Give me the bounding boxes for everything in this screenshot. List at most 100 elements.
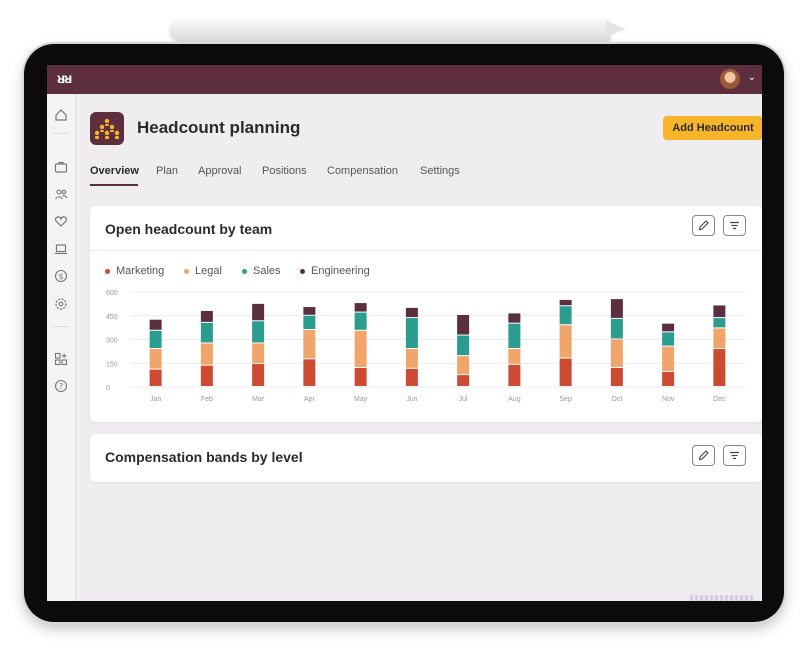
bar-segment-marketing[interactable]	[610, 368, 623, 386]
legend-dot	[242, 268, 247, 274]
headcount-icon	[90, 112, 124, 145]
bar-segment-engineering[interactable]	[508, 313, 521, 323]
main-content: Headcount planning Add Headcount Overvie…	[76, 94, 762, 601]
svg-text:$: $	[58, 272, 63, 281]
laptop-icon[interactable]	[52, 240, 70, 258]
x-tick-label: Oct	[611, 396, 622, 403]
legend-dot	[300, 268, 305, 274]
tab-plan[interactable]: Plan	[156, 165, 179, 177]
bar-segment-engineering[interactable]	[559, 299, 572, 306]
x-tick-label: May	[354, 396, 368, 403]
bar-segment-sales[interactable]	[713, 318, 726, 328]
bar-segment-legal[interactable]	[662, 346, 675, 371]
bar-segment-engineering[interactable]	[303, 307, 316, 315]
bar-segment-engineering[interactable]	[713, 305, 726, 318]
bar-segment-sales[interactable]	[303, 315, 316, 329]
bar-segment-marketing[interactable]	[405, 368, 418, 386]
y-tick-label: 450	[106, 314, 118, 321]
bar-segment-legal[interactable]	[457, 356, 470, 375]
bar-segment-marketing[interactable]	[457, 375, 470, 386]
tab-overview[interactable]: Overview	[90, 165, 139, 177]
bar-segment-marketing[interactable]	[662, 371, 675, 386]
edit-button[interactable]	[692, 215, 715, 236]
bar-segment-legal[interactable]	[252, 343, 265, 364]
card-title: Compensation bands by level	[105, 449, 303, 465]
user-avatar[interactable]	[720, 69, 740, 89]
y-tick-label: 300	[106, 338, 118, 345]
bar-segment-sales[interactable]	[610, 318, 623, 339]
briefcase-icon[interactable]	[52, 158, 70, 176]
bar-segment-engineering[interactable]	[200, 311, 213, 322]
bar-segment-engineering[interactable]	[662, 323, 675, 332]
dollar-icon[interactable]: $	[52, 267, 70, 285]
people-icon[interactable]	[52, 185, 70, 203]
bar-segment-sales[interactable]	[149, 330, 162, 348]
app-screen: ᴚᴚ ⌄ $	[47, 65, 762, 601]
bar-segment-sales[interactable]	[508, 323, 521, 348]
bar-segment-legal[interactable]	[508, 349, 521, 364]
bar-segment-legal[interactable]	[713, 328, 726, 348]
heart-icon[interactable]	[52, 212, 70, 230]
watermark	[690, 595, 754, 601]
bar-segment-engineering[interactable]	[252, 303, 265, 321]
bar-segment-engineering[interactable]	[354, 303, 367, 312]
bar-segment-legal[interactable]	[149, 349, 162, 369]
legend-label: Marketing	[116, 265, 165, 277]
page-title: Headcount planning	[137, 118, 301, 137]
bar-segment-sales[interactable]	[405, 318, 418, 348]
bar-segment-marketing[interactable]	[252, 364, 265, 386]
top-bar: ᴚᴚ ⌄	[47, 65, 762, 94]
chevron-down-icon[interactable]: ⌄	[747, 72, 756, 83]
settings-icon[interactable]	[52, 295, 70, 313]
bar-segment-legal[interactable]	[610, 339, 623, 368]
legend-label: Engineering	[311, 265, 370, 277]
bar-segment-marketing[interactable]	[200, 365, 213, 386]
card-title: Open headcount by team	[105, 221, 273, 237]
legend-item-engineering: Engineering	[300, 265, 370, 277]
bar-segment-marketing[interactable]	[508, 364, 521, 386]
bar-segment-legal[interactable]	[559, 325, 572, 358]
apps-icon[interactable]	[52, 350, 70, 368]
bar-segment-legal[interactable]	[200, 343, 213, 365]
card-divider	[90, 250, 762, 251]
tab-settings[interactable]: Settings	[420, 165, 460, 177]
x-tick-label: Jun	[406, 396, 417, 403]
pencil-icon	[698, 220, 709, 231]
bar-segment-sales[interactable]	[457, 335, 470, 356]
bar-segment-sales[interactable]	[354, 312, 367, 330]
tab-compensation[interactable]: Compensation	[327, 165, 398, 177]
edit-button[interactable]	[692, 445, 715, 466]
bar-segment-engineering[interactable]	[149, 319, 162, 330]
bar-segment-sales[interactable]	[662, 332, 675, 346]
tab-approval[interactable]: Approval	[198, 165, 242, 177]
home-icon[interactable]	[52, 106, 70, 124]
filter-icon	[730, 221, 739, 230]
bar-segment-legal[interactable]	[303, 330, 316, 359]
bar-segment-marketing[interactable]	[354, 368, 367, 386]
bar-segment-legal[interactable]	[354, 330, 367, 367]
bar-segment-engineering[interactable]	[610, 299, 623, 318]
bar-segment-marketing[interactable]	[303, 359, 316, 386]
bar-segment-sales[interactable]	[559, 306, 572, 325]
app-logo[interactable]: ᴚᴚ	[57, 70, 72, 86]
legend-item-marketing: Marketing	[105, 265, 164, 277]
filter-button[interactable]	[723, 445, 746, 466]
bar-segment-sales[interactable]	[200, 322, 213, 343]
headcount-bar-chart: 600 450 300 150 0 Jan Feb Mar Apr May Jun Jul Aug Sep…	[106, 290, 745, 403]
tab-positions[interactable]: Positions	[262, 165, 307, 177]
add-headcount-button[interactable]: Add Headcount	[663, 116, 762, 140]
bar-segment-marketing[interactable]	[149, 369, 162, 386]
filter-button[interactable]	[723, 215, 746, 236]
y-tick-label: 600	[106, 290, 118, 297]
x-tick-label: Dec	[713, 396, 726, 403]
x-tick-label: Aug	[508, 396, 521, 403]
bar-segment-marketing[interactable]	[559, 358, 572, 387]
help-icon[interactable]: ?	[52, 377, 70, 395]
bar-segment-marketing[interactable]	[713, 349, 726, 386]
legend-label: Sales	[253, 265, 281, 277]
filter-icon	[730, 451, 739, 460]
bar-segment-engineering[interactable]	[457, 314, 470, 335]
bar-segment-sales[interactable]	[252, 321, 265, 343]
bar-segment-engineering[interactable]	[405, 307, 418, 318]
bar-segment-legal[interactable]	[405, 349, 418, 368]
